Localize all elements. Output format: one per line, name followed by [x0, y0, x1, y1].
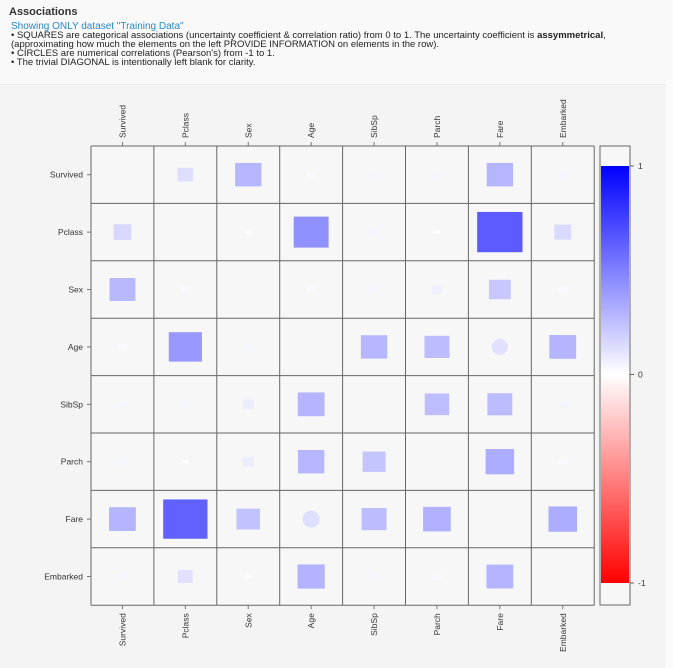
col-label-bottom-parch: Parch [432, 613, 442, 635]
cell-embarked-pclass[interactable] [178, 569, 193, 584]
col-label-top-sex: Sex [243, 123, 253, 138]
col-label-bottom-sibsp: SibSp [369, 613, 379, 636]
cell-fare-embarked[interactable] [548, 506, 578, 532]
cell-embarked-sibsp[interactable] [369, 573, 379, 580]
cell-sex-embarked[interactable] [558, 286, 568, 293]
row-label-embarked: Embarked [44, 572, 83, 582]
cell-embarked-survived[interactable] [117, 573, 127, 580]
cell-age-survived[interactable] [117, 343, 127, 350]
cell-parch-pclass[interactable] [182, 460, 189, 464]
cell-pclass-survived[interactable] [113, 224, 132, 240]
note-circles: • CIRCLES are numerical correlations (Pe… [11, 48, 275, 59]
cell-embarked-age[interactable] [297, 564, 325, 589]
col-label-top-sibsp: SibSp [369, 115, 379, 138]
cell-pclass-sibsp[interactable] [369, 229, 379, 236]
cell-fare-parch[interactable] [423, 506, 451, 532]
cell-embarked-fare[interactable] [486, 564, 514, 589]
col-label-bottom-survived: Survived [117, 613, 127, 646]
cell-parch-age[interactable] [297, 450, 325, 474]
cell-sex-age[interactable] [306, 286, 316, 293]
cell-survived-sex[interactable] [235, 163, 262, 187]
cell-fare-survived[interactable] [109, 507, 136, 531]
cell-parch-survived[interactable] [117, 458, 127, 465]
cell-sibsp-parch[interactable] [424, 393, 450, 416]
cell-age-pclass[interactable] [168, 332, 202, 362]
dataset-subtitle: Showing ONLY dataset "Training Data" [11, 21, 184, 32]
cell-age-sex[interactable] [243, 343, 253, 350]
cell-survived-parch[interactable] [432, 171, 442, 178]
colorbar-label-0: 1 [638, 161, 643, 171]
cell-sibsp-age[interactable] [297, 392, 325, 417]
cell-fare-sibsp[interactable] [361, 508, 387, 531]
cell-pclass-fare[interactable] [477, 211, 523, 253]
cell-fare-pclass[interactable] [163, 499, 208, 539]
col-label-top-survived: Survived [117, 105, 127, 138]
col-label-top-embarked: Embarked [558, 99, 568, 138]
cell-parch-sex[interactable] [242, 456, 254, 467]
note-diagonal: • The trivial DIAGONAL is intentionally … [11, 57, 256, 68]
colorbar-label-1: 0 [638, 370, 643, 380]
col-label-bottom-pclass: Pclass [180, 613, 190, 638]
header-band [0, 0, 666, 85]
colorbar-label-2: -1 [638, 578, 646, 588]
colorbar-gradient [601, 166, 629, 583]
cell-age-embarked[interactable] [549, 335, 577, 359]
cell-fare-sex[interactable] [236, 508, 260, 530]
cell-pclass-age[interactable] [293, 216, 329, 248]
row-label-pclass: Pclass [58, 227, 83, 237]
cell-survived-age[interactable] [306, 171, 316, 178]
cell-embarked-parch[interactable] [432, 573, 442, 580]
col-label-top-pclass: Pclass [180, 113, 190, 138]
row-label-sex: Sex [68, 285, 83, 295]
cell-sex-pclass[interactable] [180, 286, 190, 293]
row-label-parch: Parch [61, 457, 83, 467]
cell-pclass-embarked[interactable] [554, 224, 572, 240]
row-label-sibsp: SibSp [60, 399, 83, 409]
panel-title: Associations [9, 6, 78, 18]
cell-parch-embarked[interactable] [558, 458, 568, 465]
cell-survived-embarked[interactable] [558, 171, 568, 178]
row-label-fare: Fare [66, 514, 84, 524]
legend-notes: • SQUARES are categorical associations (… [11, 30, 651, 68]
cell-sibsp-fare[interactable] [487, 393, 513, 416]
note-squares: • SQUARES are categorical associations (… [11, 30, 606, 41]
cell-parch-fare[interactable] [485, 449, 515, 475]
cell-age-fare[interactable] [491, 338, 508, 355]
col-label-bottom-embarked: Embarked [558, 613, 568, 652]
cell-pclass-parch[interactable] [433, 230, 440, 234]
cell-age-sibsp[interactable] [360, 335, 388, 359]
cell-age-parch[interactable] [424, 335, 450, 358]
note-approx: (approximating how much the elements on … [11, 39, 440, 50]
row-label-age: Age [68, 342, 83, 352]
row-label-survived: Survived [50, 170, 83, 180]
col-label-bottom-age: Age [306, 613, 316, 628]
cell-sibsp-pclass[interactable] [180, 401, 190, 408]
cell-sex-parch[interactable] [432, 285, 442, 294]
cell-sibsp-embarked[interactable] [558, 401, 568, 408]
cell-survived-sibsp[interactable] [369, 171, 379, 178]
col-label-top-parch: Parch [432, 116, 442, 138]
cell-sex-survived[interactable] [109, 278, 136, 301]
cell-parch-sibsp[interactable] [362, 451, 386, 472]
col-label-bottom-sex: Sex [243, 612, 253, 627]
cell-sibsp-survived[interactable] [117, 401, 127, 408]
cell-sex-fare[interactable] [488, 279, 511, 300]
cell-sex-sibsp[interactable] [369, 286, 379, 293]
cell-survived-pclass[interactable] [177, 167, 194, 182]
cell-sibsp-sex[interactable] [242, 399, 254, 410]
cell-pclass-sex[interactable] [245, 230, 252, 234]
cell-survived-fare[interactable] [486, 163, 514, 187]
scroll-edge [666, 0, 673, 668]
cell-fare-age[interactable] [302, 510, 320, 528]
col-label-bottom-fare: Fare [495, 613, 505, 631]
col-label-top-age: Age [306, 123, 316, 138]
col-label-top-fare: Fare [495, 120, 505, 138]
cell-embarked-sex[interactable] [245, 575, 252, 578]
